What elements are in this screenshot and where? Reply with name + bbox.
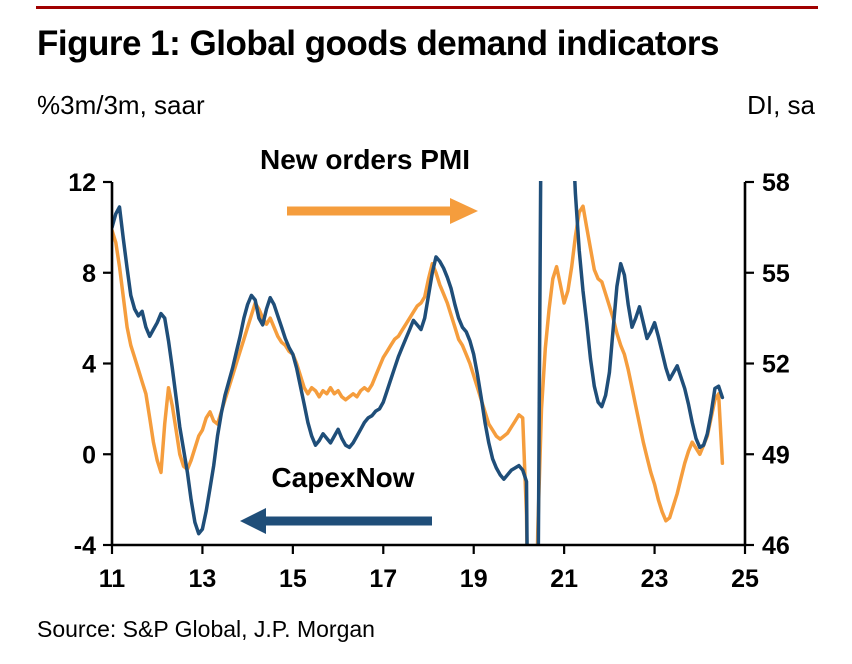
left-tick-label: 8 [82,260,96,288]
top-red-rule [36,6,818,9]
x-tick-label: 15 [279,565,307,593]
right-tick-label: 46 [762,532,790,560]
source-note: Source: S&P Global, J.P. Morgan [37,616,375,642]
x-tick-label: 11 [99,565,126,593]
series-line-new-orders-pmi [112,204,725,546]
right-tick-label: 49 [762,441,790,469]
left-tick-label: -4 [74,532,96,560]
left-tick-label: 4 [82,351,96,379]
x-tick-label: 23 [641,565,669,593]
x-tick-label: 13 [189,565,217,593]
pmi-series-label: New orders PMI [259,144,471,175]
x-tick-label: 19 [460,565,488,593]
figure-title: Figure 1: Global goods demand indicators [37,24,720,63]
x-tick-label: 17 [369,565,397,593]
right-tick-label: 58 [762,169,790,197]
right-tick-label: 55 [762,260,790,288]
right-tick-label: 52 [762,351,790,379]
capex-left-arrow-icon [240,508,266,534]
left-tick-label: 0 [82,441,96,469]
capex-series-label: CapexNow [271,462,415,493]
x-tick-label: 21 [550,565,578,593]
right-axis-title: DI, sa [747,90,815,120]
pmi-right-arrow-icon [450,198,478,224]
left-tick-label: 12 [68,169,96,197]
x-tick-label: 25 [731,565,759,593]
left-axis-title: %3m/3m, saar [37,90,205,120]
series-line-capexnow [112,181,725,546]
